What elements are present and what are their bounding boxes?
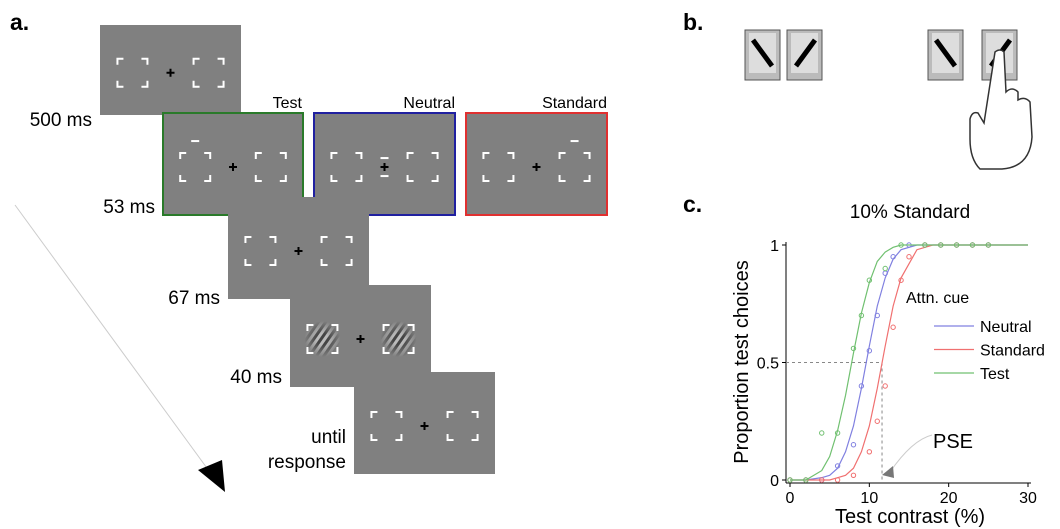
fit-curve [790,245,1028,480]
panel-label: c. [683,191,702,217]
cue-label: Test [273,95,303,112]
duration-label: 67 ms [120,286,220,311]
figure-canvas: a. b. c. Test Neutral Standard 10% Standard… [0,0,1060,529]
pse-label: PSE [933,431,973,453]
pse-guide [786,363,882,481]
data-point [883,266,887,270]
legend-label: Neutral [980,319,1032,336]
pse-pointer [890,435,932,472]
x-tick-label: 10 [860,490,878,507]
hand [970,50,1032,169]
fit-curve [790,245,1028,480]
x-tick-label: 20 [940,490,958,507]
legend-label: Test [980,366,1010,383]
chart-title: 10% Standard [850,202,970,223]
y-axis-label: Proportion test choices [731,260,753,463]
cue-label: Neutral [403,95,455,112]
panel-label: b. [683,9,703,35]
data-point [875,419,879,423]
duration-label: until response [266,425,346,475]
x-axis-label: Test contrast (%) [835,506,985,528]
data-point [835,478,839,482]
pse-arrow [882,466,894,478]
arrow-head [198,460,225,492]
cue-label: Standard [542,95,607,112]
y-tick-label: 1 [770,238,779,255]
gabor [304,321,340,357]
fit-curve [790,245,1028,480]
duration-label: 500 ms [10,108,92,133]
data-point [851,443,855,447]
time-arrow [15,205,212,475]
panel-label: a. [10,9,29,35]
data-point [851,473,855,477]
x-tick-label: 0 [786,490,795,507]
data-point [820,431,824,435]
data-point [867,450,871,454]
x-tick-label: 30 [1019,490,1037,507]
y-tick-label: 0.5 [757,356,779,373]
data-point [891,325,895,329]
duration-label: 53 ms [70,195,155,220]
legend-title: Attn. cue [906,290,969,307]
response-keys [745,30,1032,169]
figure: a. b. c. Test Neutral Standard 10% Standard… [0,0,1060,529]
duration-label: 40 ms [180,365,282,390]
y-tick-label: 0 [770,473,779,490]
data-point [907,255,911,259]
legend-label: Standard [980,343,1045,360]
gabor [381,321,417,357]
data-point [883,384,887,388]
